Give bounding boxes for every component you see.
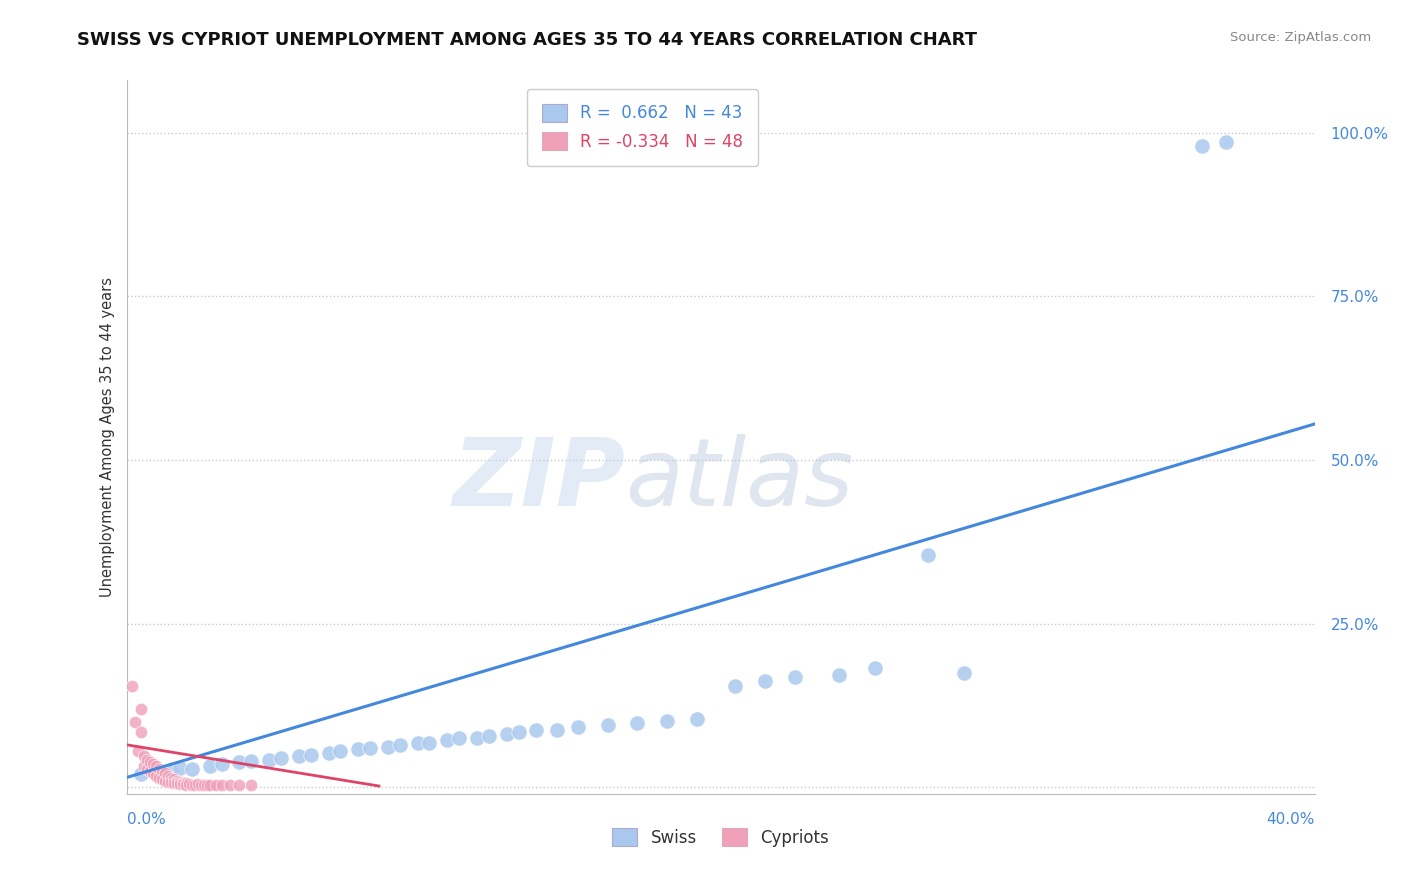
Point — [139, 764, 162, 778]
Point — [228, 756, 250, 770]
Point — [187, 777, 209, 791]
Point — [136, 762, 159, 776]
Point — [240, 778, 263, 792]
Point — [166, 773, 188, 788]
Point — [180, 762, 202, 776]
Point — [546, 723, 568, 737]
Text: ZIP: ZIP — [453, 434, 626, 526]
Point — [270, 751, 292, 765]
Point — [124, 714, 146, 729]
Point — [388, 738, 411, 752]
Point — [508, 724, 530, 739]
Point — [347, 742, 370, 756]
Point — [195, 778, 218, 792]
Point — [172, 777, 194, 791]
Point — [193, 778, 215, 792]
Point — [318, 746, 340, 760]
Point — [724, 679, 747, 693]
Point — [131, 702, 153, 716]
Point — [478, 729, 501, 743]
Point — [160, 775, 183, 789]
Point — [917, 548, 939, 562]
Point — [1215, 136, 1237, 150]
Point — [299, 747, 322, 762]
Point — [184, 778, 207, 792]
Point — [655, 714, 678, 728]
Point — [567, 720, 589, 734]
Point — [240, 754, 263, 768]
Point — [177, 777, 200, 791]
Text: Source: ZipAtlas.com: Source: ZipAtlas.com — [1230, 31, 1371, 45]
Point — [174, 776, 197, 790]
Y-axis label: Unemployment Among Ages 35 to 44 years: Unemployment Among Ages 35 to 44 years — [100, 277, 115, 597]
Text: atlas: atlas — [626, 434, 853, 525]
Point — [169, 777, 191, 791]
Text: 0.0%: 0.0% — [127, 812, 166, 827]
Point — [160, 771, 183, 785]
Point — [153, 766, 176, 780]
Point — [180, 778, 202, 792]
Point — [169, 761, 191, 775]
Point — [783, 670, 806, 684]
Point — [211, 778, 233, 792]
Point — [148, 771, 170, 785]
Point — [211, 757, 233, 772]
Point — [329, 744, 352, 758]
Text: SWISS VS CYPRIOT UNEMPLOYMENT AMONG AGES 35 TO 44 YEARS CORRELATION CHART: SWISS VS CYPRIOT UNEMPLOYMENT AMONG AGES… — [77, 31, 977, 49]
Point — [150, 772, 173, 787]
Point — [377, 739, 399, 754]
Point — [198, 778, 221, 792]
Point — [153, 773, 176, 788]
Point — [686, 712, 709, 726]
Point — [288, 748, 311, 763]
Point — [418, 736, 440, 750]
Point — [204, 778, 226, 792]
Point — [828, 667, 851, 681]
Point — [145, 768, 167, 782]
Point — [626, 716, 648, 731]
Point — [526, 723, 548, 737]
Point — [136, 753, 159, 767]
Point — [160, 764, 183, 778]
Point — [150, 764, 173, 778]
Point — [174, 778, 197, 792]
Point — [157, 768, 180, 782]
Point — [754, 674, 776, 689]
Point — [219, 778, 242, 792]
Point — [495, 726, 517, 740]
Point — [228, 778, 250, 792]
Point — [145, 759, 167, 773]
Point — [134, 748, 156, 763]
Point — [190, 778, 212, 792]
Legend: Swiss, Cypriots: Swiss, Cypriots — [606, 822, 835, 854]
Point — [359, 741, 381, 756]
Point — [131, 724, 153, 739]
Point — [163, 776, 186, 790]
Point — [127, 744, 149, 758]
Point — [166, 776, 188, 790]
Point — [1191, 138, 1213, 153]
Point — [172, 776, 194, 790]
Text: 40.0%: 40.0% — [1267, 812, 1315, 827]
Point — [406, 736, 429, 750]
Point — [142, 757, 165, 772]
Point — [131, 767, 153, 781]
Point — [163, 772, 186, 787]
Point — [863, 661, 886, 675]
Point — [148, 762, 170, 776]
Point — [257, 753, 280, 767]
Point — [157, 775, 180, 789]
Point — [449, 731, 471, 746]
Point — [142, 766, 165, 780]
Point — [145, 766, 167, 780]
Point — [169, 775, 191, 789]
Point — [121, 679, 143, 693]
Point — [436, 733, 458, 747]
Point — [465, 731, 488, 746]
Point — [139, 756, 162, 770]
Point — [953, 665, 976, 680]
Point — [198, 759, 221, 773]
Point — [596, 718, 619, 732]
Point — [134, 759, 156, 773]
